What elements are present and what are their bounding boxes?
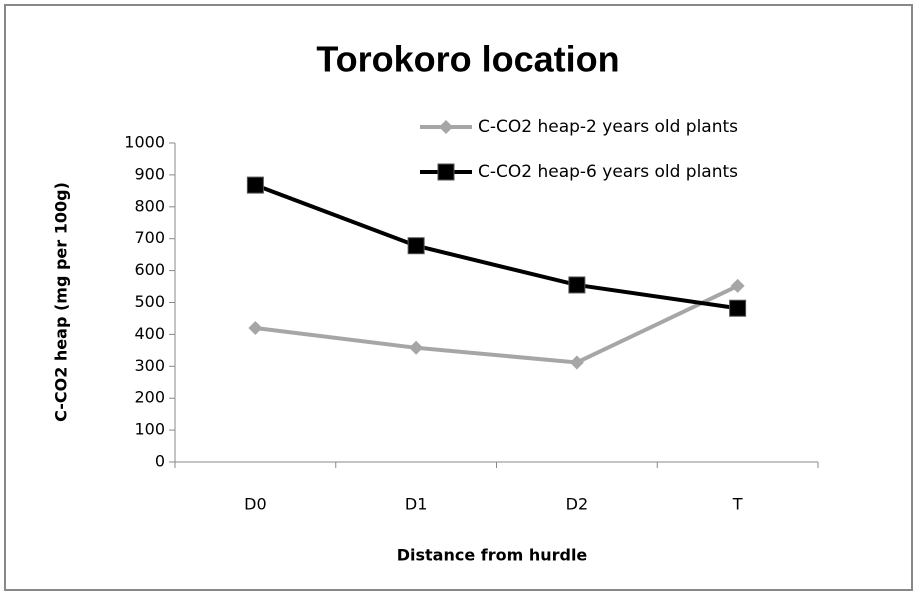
point-marker [409, 340, 424, 355]
y-tick-label: 300 [134, 356, 165, 375]
chart-frame [4, 4, 913, 591]
legend-label: C-CO2 heap-6 years old plants [478, 162, 738, 182]
y-axis-label: C-CO2 heap (mg per 100g) [52, 182, 71, 422]
x-tick-label: T [732, 495, 743, 514]
point-marker [246, 176, 264, 194]
y-tick-label: 200 [134, 388, 165, 407]
legend-label: C-CO2 heap-2 years old plants [478, 117, 738, 137]
legend-marker [437, 163, 455, 181]
legend-marker [439, 120, 453, 134]
point-marker [569, 355, 584, 370]
y-tick-label: 700 [134, 228, 165, 247]
point-marker [568, 276, 586, 294]
y-tick-label: 600 [134, 260, 165, 279]
point-marker [248, 321, 263, 336]
y-tick-label: 0 [155, 452, 165, 471]
y-tick-label: 800 [134, 196, 165, 215]
y-tick-label: 1000 [124, 133, 165, 152]
x-tick-label: D0 [244, 495, 267, 514]
y-tick-label: 500 [134, 292, 165, 311]
y-tick-label: 400 [134, 324, 165, 343]
x-tick-label: D1 [405, 495, 428, 514]
x-axis-label: Distance from hurdle [397, 546, 588, 565]
x-tick-label: D2 [566, 495, 589, 514]
y-tick-label: 900 [134, 164, 165, 183]
point-marker [729, 299, 747, 317]
point-marker [407, 237, 425, 255]
point-marker [730, 278, 745, 293]
y-tick-label: 100 [134, 420, 165, 439]
chart-title: Torokoro location [316, 39, 619, 80]
series-line [254, 183, 738, 311]
series-line [255, 284, 739, 365]
